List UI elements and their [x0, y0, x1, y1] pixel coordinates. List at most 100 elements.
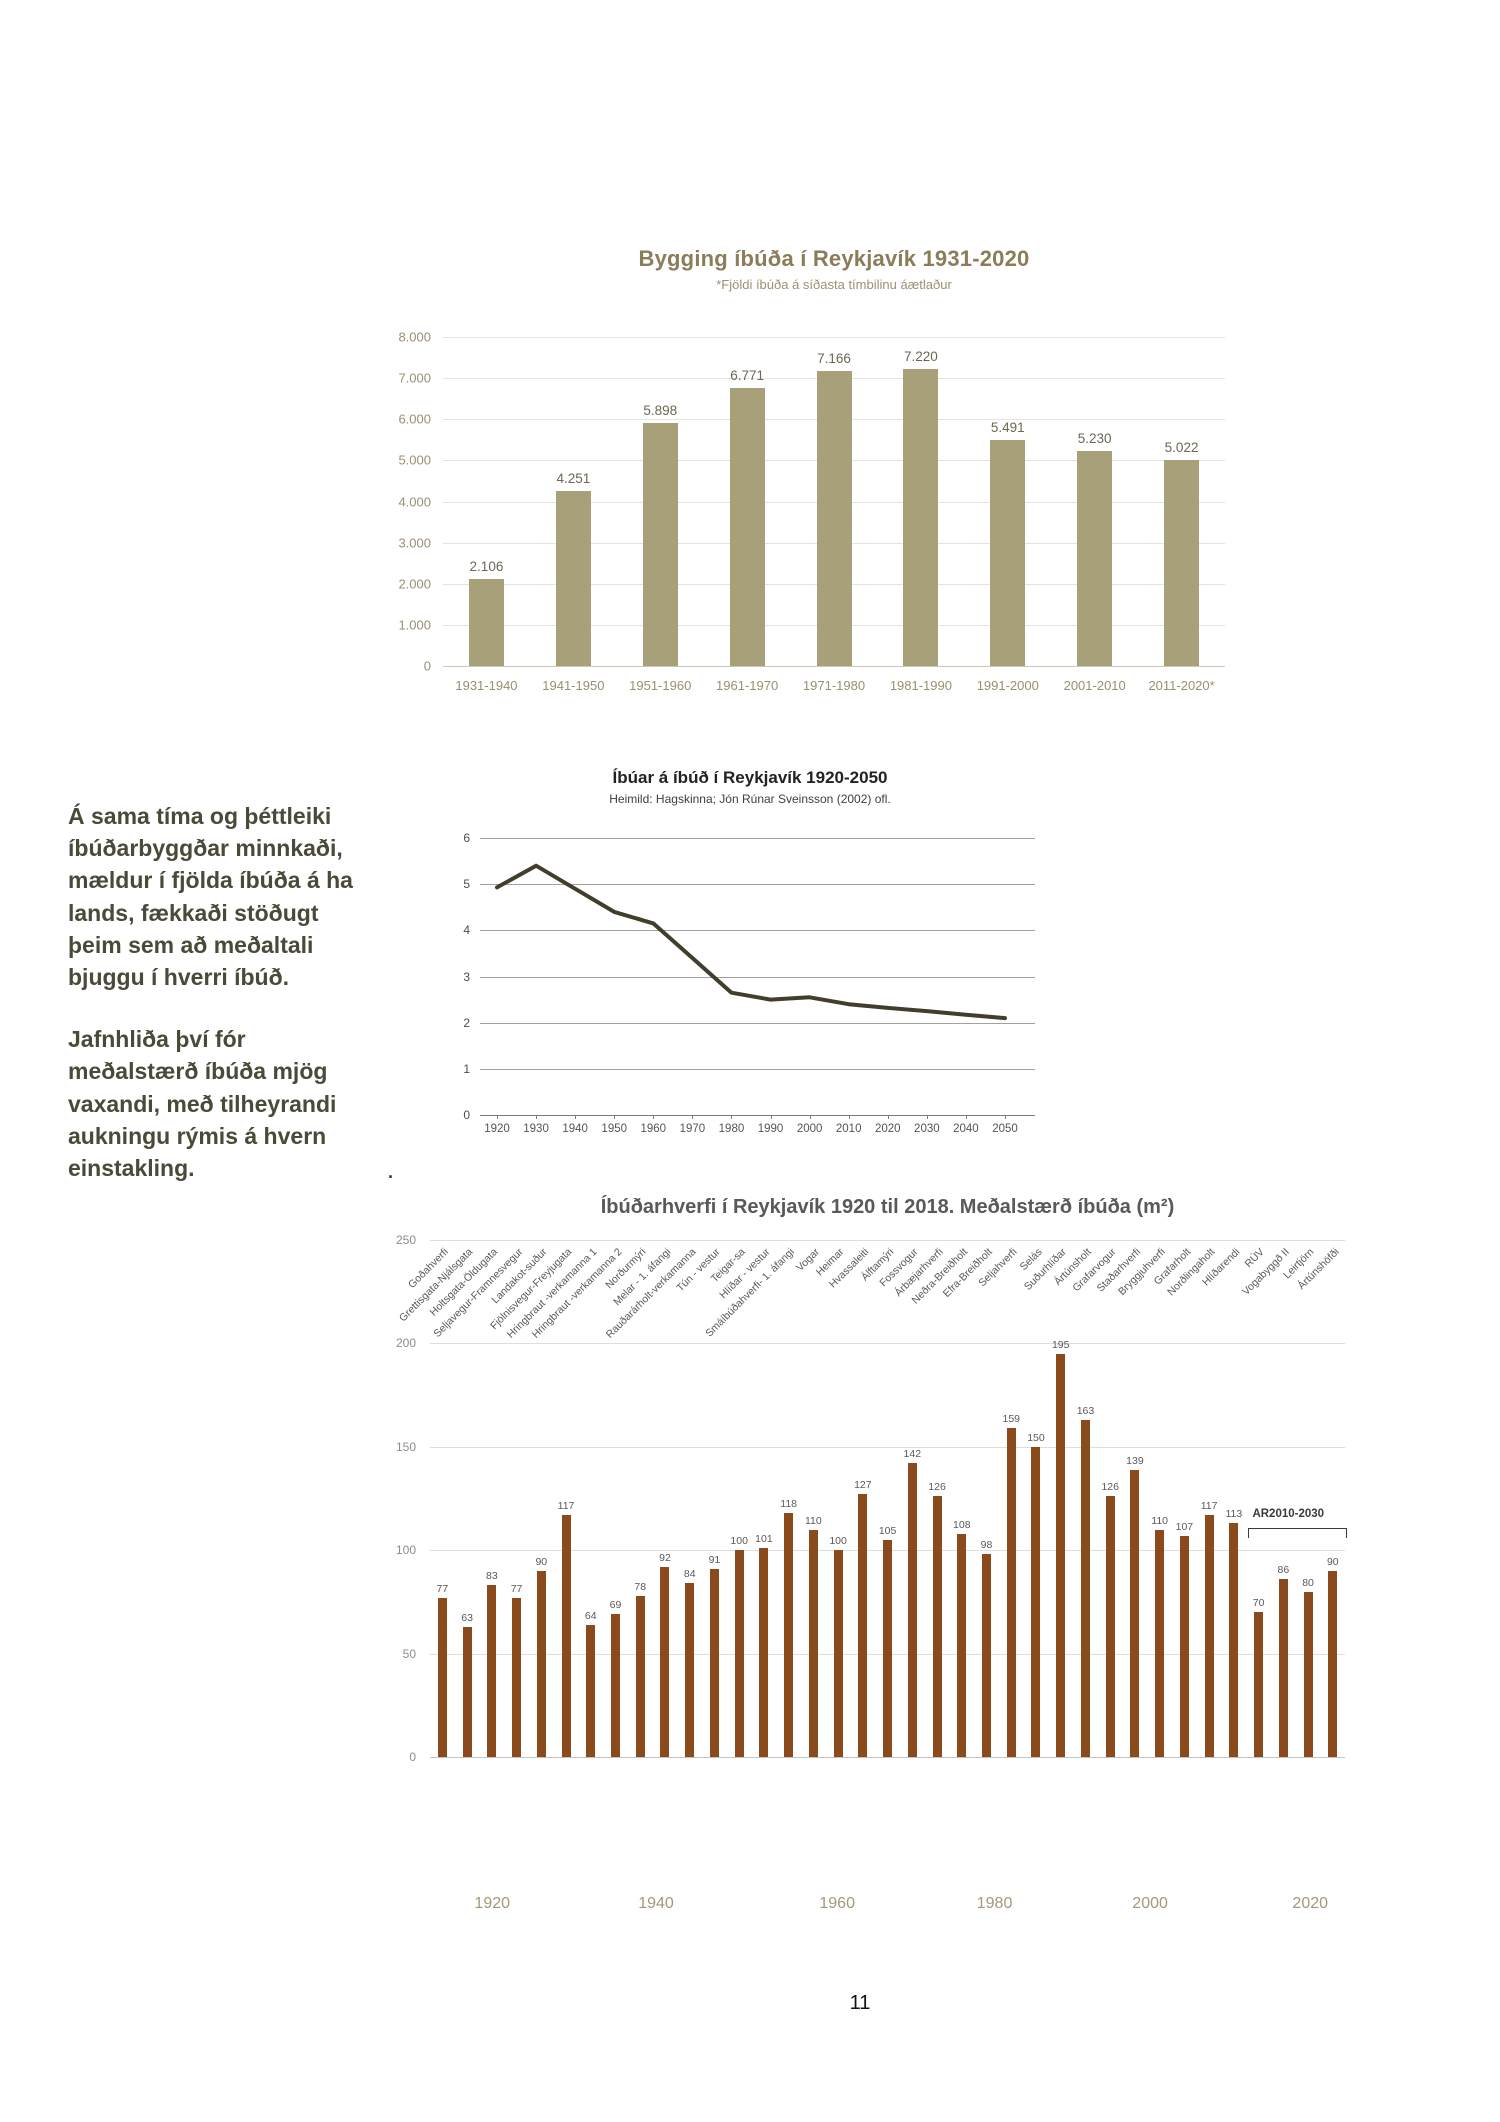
chart3-bar — [883, 1539, 893, 1757]
chart2-xtick — [887, 1115, 889, 1119]
chart1-ytick-label: 7.000 — [398, 370, 431, 386]
chart2-gridline — [480, 1068, 1035, 1070]
chart3-bar-value-label: 101 — [755, 1533, 773, 1546]
chart3-ytick-label: 100 — [395, 1543, 416, 1558]
chart2-gridline — [480, 884, 1035, 886]
chart1-bar — [990, 440, 1026, 666]
chart2-xtick-label: 2000 — [796, 1123, 823, 1135]
chart3-bar-value-label: 163 — [1076, 1404, 1095, 1417]
chart1-bar-group: 7.166 — [791, 337, 878, 666]
chart1-xaxis: 1931-1940 1941-1950 1951-1960 1961-1970 1971… — [443, 678, 1225, 693]
chart1-bar-group: 5.898 — [617, 337, 704, 666]
chart2-xtick — [809, 1115, 811, 1119]
chart3-bar-group: 70 RÚV — [1243, 1240, 1271, 1757]
chart3-bar-group: 77 Goðahverfi — [406, 1240, 455, 1757]
chart3-bar-value-label: 117 — [557, 1500, 575, 1512]
body-paragraph-2: Jafnhliða því fór meðalstærð íbúða mjög … — [68, 1026, 337, 1181]
chart1-bar-value-label: 5.491 — [990, 420, 1025, 436]
chart3-bar — [907, 1463, 917, 1757]
chart3-bar-value-label: 107 — [1175, 1520, 1194, 1533]
chart3-bar — [512, 1597, 522, 1757]
chart3-bar-value-label: 90 — [1326, 1555, 1339, 1568]
chart3-bar-value-label: 195 — [1051, 1338, 1070, 1351]
chart1-ytick-label: 1.000 — [398, 617, 431, 633]
chart3-ytick-label: 50 — [402, 1646, 416, 1661]
chart3-ytick-label: 250 — [395, 1233, 416, 1247]
chart1-bar-value-label: 4.251 — [556, 471, 591, 487]
chart2-xtick-label: 1920 — [484, 1123, 510, 1135]
chart2-ytick-label: 6 — [463, 831, 470, 845]
chart2-gridline — [480, 1115, 1035, 1116]
chart3-plot: 0 50 100 150 200 250 77 Goðahverfi 63 Grettisgata… — [396, 1233, 1347, 1912]
chart3-bar — [1204, 1515, 1214, 1757]
chart3-decade-label: 2020 — [1292, 1895, 1329, 1912]
chart1-bar-group: 6.771 — [704, 337, 791, 666]
chart1-gridline — [443, 337, 1225, 338]
chart2-xtick — [731, 1115, 733, 1119]
chart1-bar-value-label: 7.220 — [904, 349, 938, 365]
chart3-bar-group: 83 Holtsgata-Öldugata — [428, 1240, 504, 1757]
population-per-dwelling-line — [495, 863, 1007, 1021]
chart3-bar-group: 126 Grafarvogur — [1071, 1240, 1123, 1757]
chart3-bar-group: 63 Grettisgata-Njálsgata — [397, 1240, 480, 1757]
chart3-bar-group: 107 Grafarholt — [1151, 1240, 1197, 1757]
chart3-bar-group: 126 Árbæjarhverfi — [892, 1240, 950, 1757]
chart1-bar-group: 7.220 — [877, 337, 964, 666]
chart2-xtick-label: 2020 — [874, 1123, 901, 1135]
chart3-gridline — [430, 1240, 1345, 1241]
chart2-xtick — [575, 1115, 577, 1119]
chart3-decade-label: 1980 — [976, 1895, 1013, 1912]
chart2-xtick-label: 1950 — [601, 1123, 628, 1135]
chart3-decade-label: 1920 — [474, 1895, 511, 1912]
chart1-bar-value-label: 5.230 — [1077, 430, 1112, 446]
chart1-ytick-label: 0 — [423, 658, 431, 674]
chart1-bars: 2.106 4.251 5.898 6.771 7.166 7.220 5.491 5.230… — [443, 337, 1225, 666]
chart3-bar-value-label: 150 — [1027, 1431, 1045, 1444]
chart1-bar-group: 5.022 — [1138, 337, 1225, 666]
chart3-bar-group: 64 Hringbraut -verkamanna 1 — [505, 1240, 603, 1757]
chart3-bar-group: 118 Smáíbúðahverfi- 1. áfangi — [704, 1240, 801, 1757]
chart2-gridline — [480, 838, 1035, 839]
chart2-xtick-label: 1970 — [679, 1123, 706, 1135]
chart2-gridline — [480, 976, 1035, 978]
chart3-bar-group: 142 Fossvogur — [878, 1240, 925, 1757]
chart3-bar-group: 100 Teigar-sa — [709, 1240, 752, 1757]
chart3-bar — [784, 1513, 794, 1757]
chart3-bar-group: 69 Hringbraut -verkamanna 2 — [529, 1240, 628, 1757]
chart3-bar-value-label: 78 — [634, 1580, 647, 1593]
chart1-xtick-label: 1961-1970 — [716, 678, 779, 693]
chart2-xtick-label: 2050 — [992, 1123, 1018, 1135]
chart1-xtick-label: 2001-2010 — [1063, 678, 1126, 693]
chart1-ytick-label: 3.000 — [398, 535, 431, 551]
chart2-xtick-label: 2040 — [953, 1123, 979, 1135]
chart3-ytick-label: 200 — [395, 1336, 416, 1351]
chart3-decade-label: 1960 — [819, 1895, 855, 1912]
chart3-bar — [957, 1533, 967, 1757]
chart3-bar — [660, 1566, 670, 1757]
chart3-bar-value-label: 139 — [1126, 1454, 1144, 1467]
chart3-bar — [536, 1570, 546, 1757]
page-number: 11 — [849, 1992, 871, 2014]
chart2-title: Íbúar á íbúð í Reykjavík 1920-2050 — [612, 768, 888, 787]
forecast-bracket — [1248, 1528, 1347, 1538]
chart1-bar-value-label: 6.771 — [730, 367, 765, 383]
chart3-bar — [611, 1614, 620, 1757]
chart1-header: Bygging íbúða í Reykjavík 1931-2020 *Fjö… — [443, 246, 1225, 292]
chart3-bar-value-label: 105 — [878, 1524, 897, 1537]
chart1-bar — [642, 423, 678, 666]
chart3-bar-group: 101 Hlíðar - vestur — [717, 1240, 777, 1757]
chart2-ytick-label: 1 — [463, 1061, 470, 1076]
chart3-bar-group: 84 Rauðarárholt-verkamanna — [603, 1240, 702, 1757]
chart3-bar-value-label: 64 — [584, 1609, 597, 1622]
chart3-bar-value-label: 127 — [854, 1479, 872, 1492]
chart3-title: Íbúðarhverfi í Reykjavík 1920 til 2018. … — [600, 1196, 1175, 1218]
chart1-bar — [555, 491, 591, 666]
chart1-bar — [729, 387, 765, 666]
chart3-bar — [586, 1624, 596, 1757]
chart1-ytick-label: 6.000 — [398, 411, 431, 427]
chart3-bar — [561, 1515, 571, 1757]
chart2-ytick-label: 3 — [463, 969, 470, 984]
chart1-bar — [816, 371, 852, 666]
chart3-bar — [734, 1550, 744, 1757]
chart2-xtick — [965, 1115, 967, 1119]
